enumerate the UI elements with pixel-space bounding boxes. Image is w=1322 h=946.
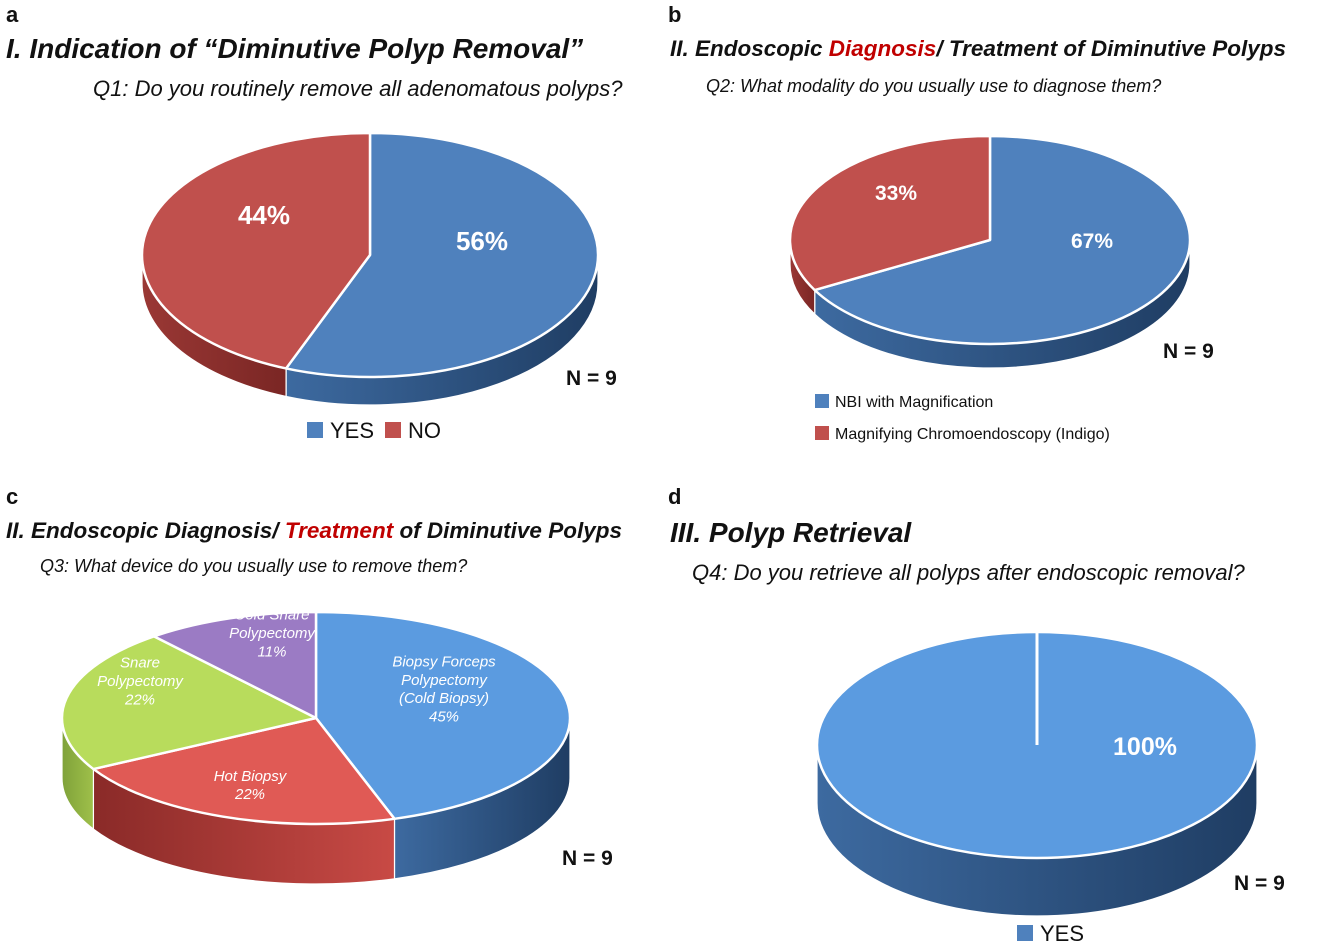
title-part-0: II. Endoscopic xyxy=(670,36,829,61)
slice-label-3: Cold Snare Polypectomy 11% xyxy=(229,607,316,661)
title-part-0: III. Polyp Retrieval xyxy=(670,517,912,548)
slice-label-line: 45% xyxy=(429,708,459,725)
slice-label-0: 100% xyxy=(1113,733,1177,761)
title-part-0: I. Indication of “Diminutive Polyp Remov… xyxy=(6,33,583,64)
pie-slice-3 xyxy=(152,610,318,720)
slice-label-2: Snare Polypectomy 22% xyxy=(97,655,184,709)
slice-label-0: 67% xyxy=(1071,230,1113,253)
panel-b: b II. Endoscopic Diagnosis/ Treatment of… xyxy=(668,2,1286,443)
pie-slice-0 xyxy=(284,131,600,379)
panel-question: Q2: What modality do you usually use to … xyxy=(706,76,1161,96)
panel-letter: c xyxy=(6,484,18,509)
slice-label-1: 33% xyxy=(875,182,917,205)
slice-label-line: Hot Biopsy xyxy=(214,768,288,785)
panel-d: d III. Polyp Retrieval Q4: Do you retrie… xyxy=(668,484,1285,946)
slice-label-1: Hot Biopsy 22% xyxy=(214,768,288,803)
slice-label-line: 67% xyxy=(1071,230,1113,253)
n-label: N = 9 xyxy=(1234,872,1285,895)
slice-label-line: Polypectomy xyxy=(229,625,316,642)
legend-swatch-yes xyxy=(307,422,323,438)
panel-title: I. Indication of “Diminutive Polyp Remov… xyxy=(6,33,583,64)
legend-label-yes: YES xyxy=(1040,921,1084,946)
title-part-0: II. Endoscopic Diagnosis/ xyxy=(6,518,285,543)
slice-label-line: Snare xyxy=(120,655,160,672)
pie-slice-0 xyxy=(314,610,572,821)
panel-title: II. Endoscopic Diagnosis/ Treatment of D… xyxy=(6,518,622,543)
slice-label-line: 22% xyxy=(124,691,155,708)
pie-chart-c: Biopsy Forceps Polypectomy (Cold Biopsy) 45… xyxy=(60,607,572,885)
slice-label-0: Biopsy Forceps Polypectomy (Cold Biopsy) 45… xyxy=(392,654,496,726)
title-part-1: Diagnosis xyxy=(829,36,937,61)
pie-slice-1 xyxy=(788,134,992,292)
pie-slice-2 xyxy=(60,635,318,771)
slice-label-line: (Cold Biopsy) xyxy=(399,690,489,707)
panel-question: Q3: What device do you usually use to re… xyxy=(40,556,467,576)
panel-a: a I. Indication of “Diminutive Polyp Rem… xyxy=(6,2,623,443)
legend-label-indigo: Magnifying Chromoendoscopy (Indigo) xyxy=(835,426,1110,443)
n-label: N = 9 xyxy=(1163,340,1214,363)
slice-label-line: Polypectomy xyxy=(97,673,184,690)
legend-swatch-nbi xyxy=(815,394,829,408)
legend-label-no: NO xyxy=(408,418,441,443)
panel-letter: d xyxy=(668,484,681,509)
slice-label-line: 11% xyxy=(258,643,287,660)
pie-chart-a: 56% 44% xyxy=(140,131,600,406)
n-label: N = 9 xyxy=(566,367,617,390)
legend-label-yes: YES xyxy=(330,418,374,443)
panel-question: Q1: Do you routinely remove all adenomat… xyxy=(93,76,623,101)
pie-slice-1 xyxy=(140,131,372,370)
legend-swatch-no xyxy=(385,422,401,438)
pie-chart-b: 67% 33% xyxy=(788,134,1192,369)
slice-label-1: 44% xyxy=(238,200,290,230)
title-part-1: Treatment xyxy=(285,518,395,543)
legend-label-nbi: NBI with Magnification xyxy=(835,394,993,411)
slice-label-0: 56% xyxy=(456,226,508,256)
slice-label-line: 44% xyxy=(238,200,290,230)
panel-letter: a xyxy=(6,2,19,27)
slice-label-line: Cold Snare xyxy=(234,607,309,624)
pie-slice-0 xyxy=(813,134,1192,346)
panel-letter: b xyxy=(668,2,681,27)
panel-title: III. Polyp Retrieval xyxy=(670,517,912,548)
slice-label-line: 56% xyxy=(456,226,508,256)
n-label: N = 9 xyxy=(562,847,613,870)
panel-question: Q4: Do you retrieve all polyps after end… xyxy=(692,560,1245,585)
slice-label-line: 100% xyxy=(1113,733,1177,761)
pie-chart-d: 100% xyxy=(815,630,1259,917)
legend-swatch-indigo xyxy=(815,426,829,440)
slice-label-line: Polypectomy xyxy=(401,672,488,689)
panel-c: c II. Endoscopic Diagnosis/ Treatment of… xyxy=(6,484,622,885)
slice-label-line: 22% xyxy=(234,786,265,803)
slice-label-line: Biopsy Forceps xyxy=(392,654,496,671)
legend-swatch-yes xyxy=(1017,925,1033,941)
slice-label-line: 33% xyxy=(875,182,917,205)
title-part-2: / Treatment of Diminutive Polyps xyxy=(935,36,1286,61)
title-part-2: of Diminutive Polyps xyxy=(393,518,622,543)
pie-slice-1 xyxy=(92,716,396,826)
panel-title: II. Endoscopic Diagnosis/ Treatment of D… xyxy=(670,36,1286,61)
